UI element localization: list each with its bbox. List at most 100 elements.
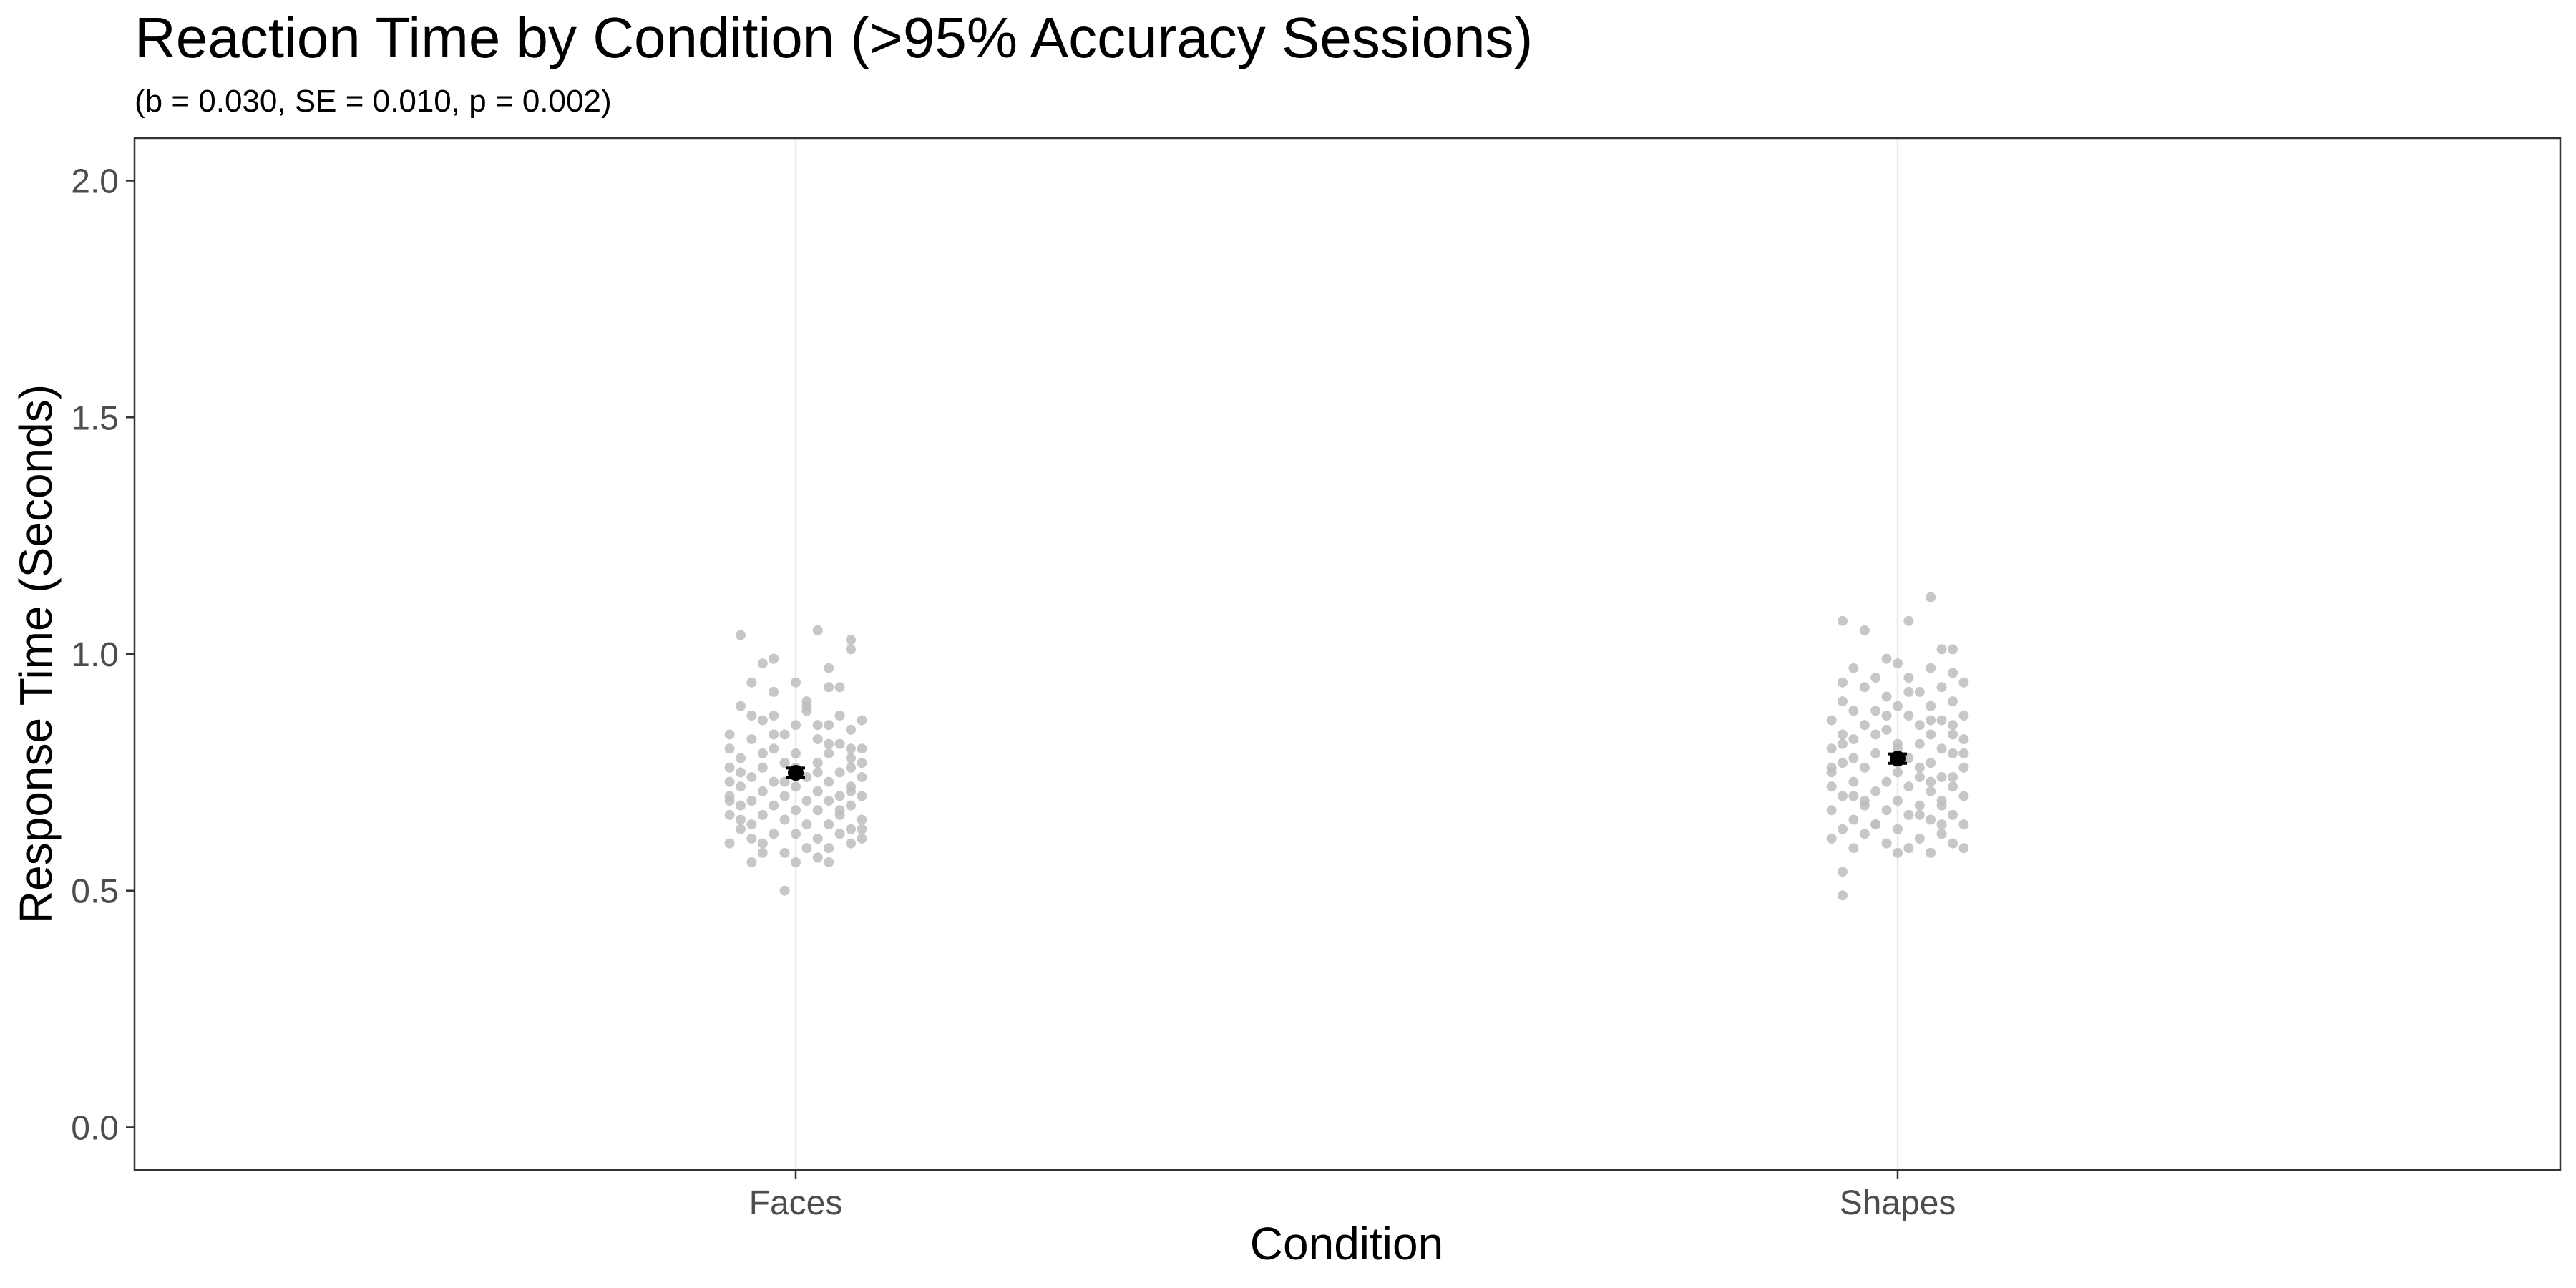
- point-faces-23: [779, 729, 790, 740]
- point-shapes-66: [1948, 809, 1958, 820]
- point-shapes-1: [1926, 592, 1936, 602]
- point-faces-20: [824, 720, 834, 731]
- point-faces-32: [846, 753, 856, 763]
- point-faces-49: [812, 786, 823, 796]
- point-faces-57: [769, 800, 779, 811]
- point-shapes-25: [1958, 710, 1969, 721]
- point-shapes-95: [1936, 796, 1947, 806]
- point-faces-98: [801, 696, 812, 707]
- y-axis-title: Response Time (Seconds): [10, 384, 62, 924]
- point-faces-42: [857, 771, 867, 782]
- point-shapes-102: [1926, 776, 1936, 787]
- point-faces-87: [824, 857, 834, 868]
- point-faces-25: [746, 734, 757, 745]
- point-shapes-3: [1903, 615, 1914, 626]
- point-faces-9: [824, 682, 834, 693]
- point-shapes-69: [1926, 814, 1936, 825]
- point-faces-39: [834, 767, 845, 778]
- point-faces-15: [801, 706, 812, 716]
- point-faces-61: [812, 805, 823, 816]
- point-faces-90: [736, 767, 746, 778]
- point-shapes-81: [1848, 843, 1859, 854]
- point-faces-40: [746, 771, 757, 782]
- point-shapes-46: [1859, 762, 1870, 773]
- point-shapes-85: [1838, 890, 1848, 901]
- point-shapes-6: [1881, 653, 1892, 664]
- point-faces-29: [769, 743, 779, 754]
- point-faces-83: [779, 847, 790, 858]
- point-faces-4: [757, 658, 768, 669]
- point-shapes-43: [1903, 753, 1914, 763]
- point-faces-107: [846, 743, 856, 754]
- point-shapes-92: [1948, 771, 1958, 782]
- point-faces-11: [769, 686, 779, 697]
- point-shapes-17: [1914, 686, 1925, 697]
- point-faces-10: [834, 682, 845, 693]
- point-faces-89: [779, 885, 790, 896]
- point-shapes-24: [1870, 706, 1881, 716]
- point-shapes-45: [1926, 758, 1936, 769]
- point-faces-27: [857, 743, 867, 754]
- point-shapes-60: [1893, 796, 1903, 806]
- data-points: [724, 592, 1969, 901]
- point-shapes-38: [1914, 738, 1925, 749]
- point-shapes-18: [1881, 691, 1892, 702]
- point-shapes-52: [1881, 776, 1892, 787]
- point-shapes-88: [1926, 715, 1936, 726]
- point-faces-35: [812, 758, 823, 769]
- point-shapes-42: [1948, 748, 1958, 758]
- point-faces-12: [736, 701, 746, 711]
- point-shapes-64: [1826, 805, 1837, 816]
- point-shapes-2: [1859, 625, 1870, 635]
- point-shapes-51: [1936, 771, 1947, 782]
- point-shapes-73: [1893, 824, 1903, 834]
- point-faces-86: [746, 857, 757, 868]
- point-faces-38: [757, 762, 768, 773]
- point-shapes-40: [1936, 743, 1947, 754]
- x-tick-label-faces: Faces: [749, 1184, 843, 1222]
- point-faces-36: [846, 762, 856, 773]
- point-faces-81: [801, 843, 812, 854]
- point-shapes-77: [1826, 833, 1837, 844]
- x-tick-label-shapes: Shapes: [1840, 1184, 1956, 1222]
- point-faces-58: [736, 800, 746, 811]
- point-faces-76: [812, 833, 823, 844]
- point-shapes-97: [1903, 686, 1914, 697]
- point-shapes-28: [1936, 715, 1947, 726]
- point-faces-97: [824, 738, 834, 749]
- point-shapes-44: [1838, 758, 1848, 769]
- mean-point-shapes: [1890, 751, 1906, 767]
- point-shapes-68: [1848, 814, 1859, 825]
- point-faces-67: [746, 819, 757, 830]
- point-shapes-101: [1870, 819, 1881, 830]
- point-faces-6: [824, 663, 834, 673]
- point-faces-73: [791, 829, 801, 839]
- point-shapes-47: [1958, 762, 1969, 773]
- point-shapes-39: [1826, 743, 1837, 754]
- point-shapes-65: [1881, 805, 1892, 816]
- point-shapes-41: [1870, 748, 1881, 758]
- point-shapes-75: [1859, 829, 1870, 839]
- point-faces-1: [812, 625, 823, 635]
- point-faces-5: [769, 653, 779, 664]
- point-faces-31: [824, 748, 834, 758]
- point-shapes-23: [1848, 706, 1859, 716]
- point-shapes-5: [1948, 644, 1958, 655]
- point-faces-95: [812, 720, 823, 731]
- point-faces-79: [846, 838, 856, 849]
- point-faces-91: [857, 758, 867, 769]
- point-faces-99: [757, 748, 768, 758]
- point-shapes-107: [1936, 819, 1947, 830]
- point-shapes-78: [1948, 838, 1958, 849]
- point-shapes-57: [1926, 786, 1936, 796]
- point-faces-82: [824, 843, 834, 854]
- point-shapes-11: [1870, 673, 1881, 683]
- point-faces-41: [801, 771, 812, 782]
- point-shapes-13: [1838, 677, 1848, 688]
- point-faces-63: [724, 809, 735, 820]
- y-tick-label-1: 0.5: [71, 873, 119, 911]
- point-faces-33: [736, 753, 746, 763]
- point-faces-54: [746, 796, 757, 806]
- point-shapes-56: [1870, 786, 1881, 796]
- point-faces-8: [791, 677, 801, 688]
